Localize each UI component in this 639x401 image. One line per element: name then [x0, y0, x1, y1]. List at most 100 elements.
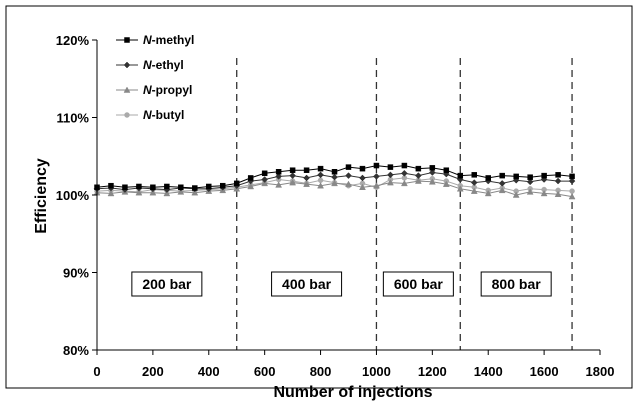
y-tick-label: 110%: [56, 111, 89, 126]
data-point: [331, 173, 338, 181]
data-point: [317, 165, 324, 172]
pressure-region-box: [382, 271, 454, 297]
data-point: [261, 179, 269, 187]
data-point: [485, 175, 491, 181]
data-point: [386, 179, 394, 186]
data-point: [275, 169, 282, 175]
legend-swatch-marker: [124, 112, 130, 118]
data-point: [163, 189, 171, 197]
pressure-region-label: 200 bar: [142, 276, 192, 292]
data-point: [345, 172, 352, 179]
data-point: [220, 182, 226, 189]
x-tick-label: 1800: [586, 364, 615, 379]
data-point: [331, 179, 338, 187]
data-point: [150, 184, 156, 190]
y-tick-label: 100%: [56, 188, 90, 203]
data-point: [555, 172, 561, 178]
legend-item: N-methyl: [116, 33, 194, 47]
data-point: [373, 162, 380, 169]
pressure-region-box: [480, 271, 552, 297]
data-point: [303, 174, 310, 182]
data-point: [247, 182, 255, 190]
y-tick-label: 80%: [63, 343, 89, 358]
data-point: [359, 165, 366, 172]
data-point: [289, 172, 296, 179]
data-point: [192, 185, 198, 191]
x-tick-label: 400: [198, 364, 220, 379]
tick-layer: 80% 90% 100% 110% 120% 0 200 400 600 800 1000 1200 1…: [56, 33, 615, 379]
data-point: [456, 185, 464, 192]
data-point: [108, 182, 114, 189]
chart-frame: [5, 5, 633, 389]
data-point: [568, 193, 576, 200]
data-point: [569, 188, 575, 194]
data-point: [442, 180, 450, 187]
legend-swatch-marker: [123, 61, 131, 69]
legend-label: N-ethyl: [143, 58, 184, 72]
data-point: [470, 179, 478, 186]
data-point: [107, 189, 115, 197]
pressure-region-layer: 200 bar 400 bar 600 bar 800 bar: [131, 58, 573, 350]
data-point: [498, 186, 506, 194]
series-methyl: [94, 162, 575, 191]
data-point: [527, 174, 533, 180]
data-point: [317, 182, 324, 189]
data-point: [345, 164, 352, 170]
legend-label: N-propyl: [143, 83, 192, 97]
data-point: [457, 172, 464, 179]
pressure-region-box: [131, 271, 203, 297]
data-point: [275, 181, 283, 188]
x-tick-label: 1200: [418, 364, 447, 379]
data-point: [470, 187, 478, 194]
data-point: [191, 189, 199, 196]
data-point: [261, 176, 269, 183]
data-point: [554, 190, 562, 197]
y-axis-title: Efficiency: [33, 158, 50, 234]
data-point: [206, 183, 212, 190]
x-tick-label: 1600: [530, 364, 559, 379]
data-point: [443, 167, 450, 173]
data-point: [498, 180, 506, 187]
data-point: [122, 184, 128, 190]
data-point: [303, 167, 310, 173]
x-tick-label: 600: [254, 364, 276, 379]
x-tick-label: 200: [142, 364, 164, 379]
data-point: [401, 169, 408, 177]
data-point: [415, 172, 422, 179]
data-point: [345, 180, 352, 187]
data-point: [136, 183, 142, 190]
data-point: [387, 171, 394, 179]
data-point: [178, 184, 184, 190]
data-point: [359, 183, 366, 190]
data-point: [526, 188, 534, 195]
data-point: [373, 182, 380, 189]
data-point: [317, 171, 324, 179]
data-point: [164, 183, 170, 190]
data-point: [428, 178, 436, 185]
pressure-region-box: [271, 271, 343, 297]
data-point: [484, 189, 492, 197]
data-point: [428, 169, 436, 176]
data-point: [387, 164, 394, 170]
data-point: [373, 173, 380, 180]
legend-label: N-butyl: [143, 108, 184, 122]
data-point: [471, 172, 477, 178]
pressure-region-label: 800 bar: [492, 276, 542, 292]
data-point: [568, 177, 576, 185]
data-point: [247, 175, 254, 181]
x-tick-label: 800: [310, 364, 332, 379]
data-point: [289, 167, 296, 173]
data-point: [569, 173, 575, 180]
legend: N-methyl N-ethyl N-propyl N-butyl: [116, 33, 194, 122]
legend-swatch-marker: [123, 86, 131, 93]
data-point: [429, 165, 436, 171]
y-tick-label: 90%: [63, 266, 89, 281]
data-point: [261, 170, 268, 177]
x-axis-title: Number of injections: [273, 384, 432, 401]
data-point: [303, 180, 311, 187]
legend-swatch-marker: [124, 37, 130, 43]
data-point: [513, 173, 519, 180]
legend-item: N-butyl: [116, 108, 184, 122]
